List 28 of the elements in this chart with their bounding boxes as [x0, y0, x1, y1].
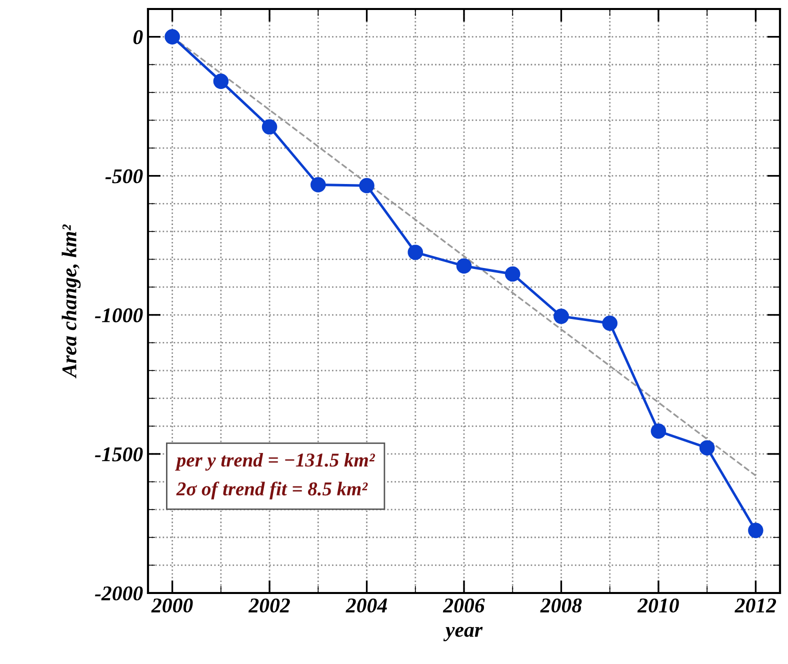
- point: [602, 316, 618, 331]
- point: [213, 74, 229, 89]
- y-axis-title: Area change, km²: [62, 224, 81, 378]
- y-tick-label: -1000: [94, 308, 143, 322]
- point: [310, 177, 326, 192]
- point: [456, 258, 472, 274]
- y-tick-label: -500: [105, 169, 143, 184]
- point: [408, 244, 424, 260]
- y-tick-label: -2000: [94, 586, 143, 600]
- x-tick-label: 2002: [248, 598, 290, 613]
- x-tick-label: 2000: [151, 598, 193, 613]
- x-tick-label: 2012: [734, 598, 776, 613]
- x-tick-label: 2006: [442, 598, 485, 613]
- point: [262, 119, 278, 135]
- y-tick-label: -1500: [94, 447, 143, 462]
- point: [650, 424, 666, 439]
- annotation: per y trend = −131.5 km² 2σ of trend fit = 8.5 km²: [175, 452, 376, 500]
- x-axis-title: year: [443, 626, 483, 642]
- point: [359, 178, 374, 194]
- y-tick-label: 0: [133, 30, 143, 44]
- x-tick-label: 2004: [346, 598, 387, 613]
- point: [748, 522, 764, 538]
- x-tick-label: 2008: [540, 598, 582, 613]
- point: [699, 440, 715, 456]
- point: [504, 266, 520, 282]
- point: [164, 29, 180, 44]
- point: [554, 308, 569, 324]
- x-tick-label: 2010: [637, 598, 679, 613]
